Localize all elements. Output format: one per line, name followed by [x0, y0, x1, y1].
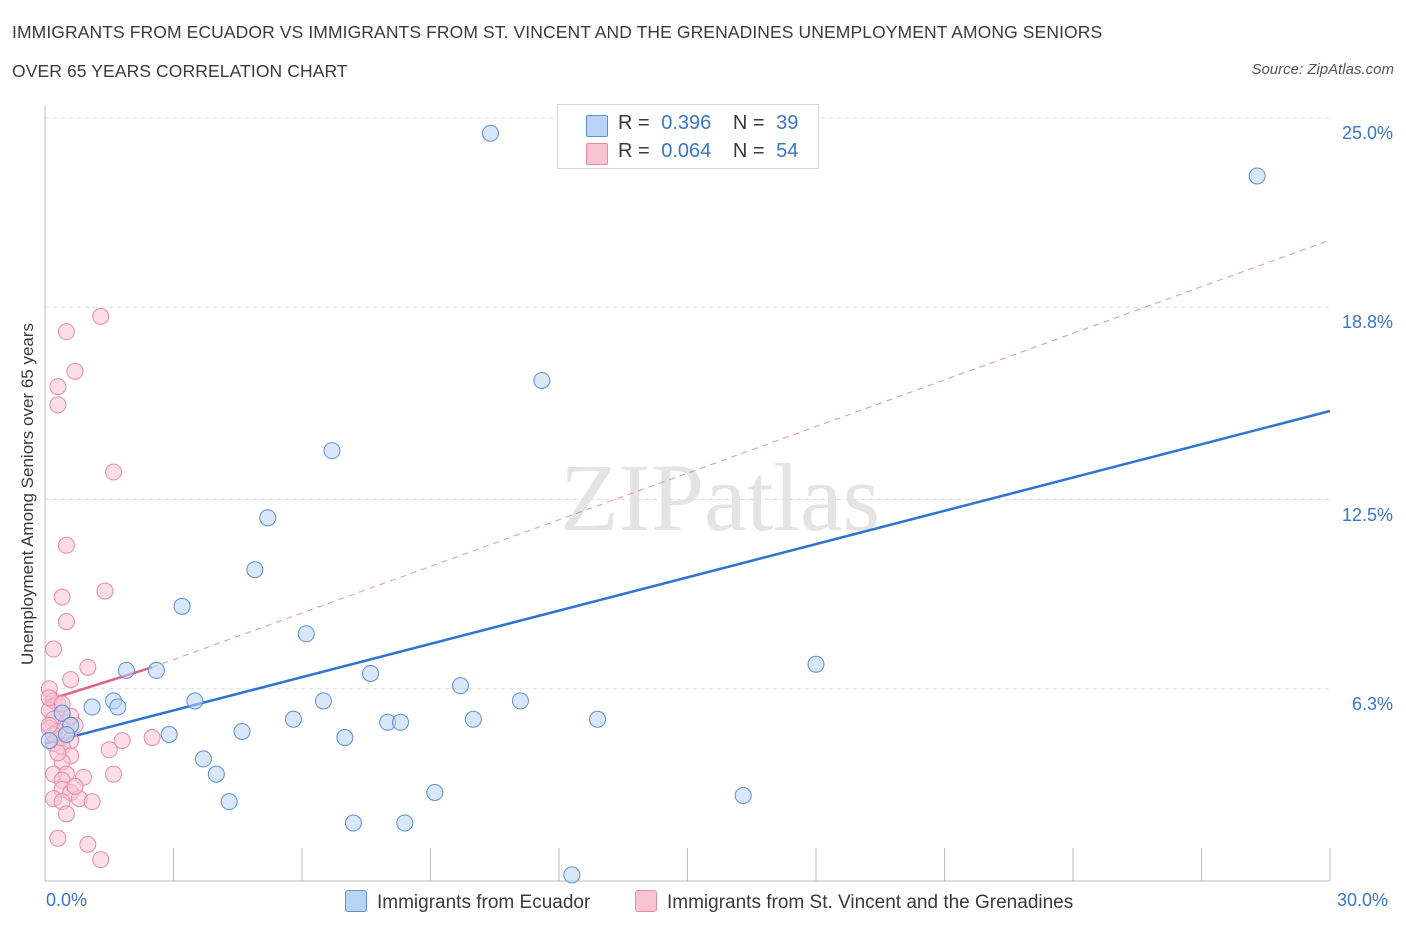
data-point-ecuador: [314, 692, 332, 710]
y-axis-title: Unemployment Among Seniors over 65 years: [18, 322, 37, 666]
data-point-ecuador: [194, 750, 212, 768]
data-point-st-vincent: [113, 732, 131, 750]
data-point-ecuador: [57, 726, 75, 744]
data-point-st-vincent: [57, 805, 75, 823]
data-point-st-vincent: [57, 323, 75, 341]
data-point-ecuador: [426, 783, 444, 801]
data-point-ecuador: [259, 509, 277, 527]
data-point-st-vincent: [92, 307, 110, 325]
data-point-st-vincent: [143, 729, 161, 747]
data-point-st-vincent: [66, 777, 84, 795]
data-point-ecuador: [464, 710, 482, 728]
data-point-ecuador: [344, 814, 362, 832]
data-point-ecuador: [511, 692, 529, 710]
data-point-ecuador: [207, 765, 225, 783]
legend-n-label: N =: [732, 140, 765, 162]
y-tick-label: 6.3%: [1351, 693, 1393, 714]
data-point-ecuador: [233, 722, 251, 740]
source-attribution: Source: ZipAtlas.com: [1251, 61, 1394, 78]
legend-swatch-blue: [345, 890, 367, 912]
legend-swatch-pink: [635, 890, 657, 912]
legend-r-value: 0.064: [661, 140, 712, 162]
x-max-label: 30.0%: [1337, 890, 1389, 910]
data-point-ecuador: [173, 597, 191, 615]
x-min-label: 0.0%: [46, 890, 88, 910]
watermark: ZIPatlas: [560, 444, 880, 551]
data-point-ecuador: [40, 732, 58, 750]
data-point-st-vincent: [79, 658, 97, 676]
chart-title-line2: OVER 65 YEARS CORRELATION CHART: [12, 61, 348, 81]
bottom-legend-st-vincent: Immigrants from St. Vincent and the Gren…: [635, 890, 1073, 914]
data-points: [40, 124, 1266, 884]
data-point-ecuador: [362, 664, 380, 682]
data-point-ecuador: [186, 692, 204, 710]
data-point-ecuador: [336, 729, 354, 747]
data-point-ecuador: [481, 124, 499, 142]
data-point-st-vincent: [83, 793, 101, 811]
bottom-legend-ecuador: Immigrants from Ecuador: [345, 890, 590, 914]
data-point-st-vincent: [53, 588, 71, 606]
legend-n-value: 54: [776, 140, 799, 162]
data-point-st-vincent: [79, 835, 97, 853]
data-point-ecuador: [147, 661, 165, 679]
legend-swatch-pink: [586, 143, 608, 165]
y-tick-label: 25.0%: [1341, 123, 1393, 143]
data-point-st-vincent: [49, 378, 67, 396]
data-point-ecuador: [323, 442, 341, 460]
data-point-st-vincent: [57, 613, 75, 631]
data-point-ecuador: [160, 726, 178, 744]
data-point-st-vincent: [92, 851, 110, 869]
correlation-legend: R = 0.396 N = 39 R = 0.064 N = 54: [557, 104, 819, 169]
data-point-ecuador: [53, 704, 71, 722]
axes: [44, 106, 1331, 882]
data-point-st-vincent: [49, 829, 67, 847]
legend-n-value: 39: [776, 112, 799, 134]
legend-swatch-blue: [586, 115, 608, 137]
data-point-ecuador: [589, 710, 607, 728]
data-point-ecuador: [246, 561, 264, 579]
data-point-st-vincent: [66, 362, 84, 380]
data-point-ecuador: [83, 698, 101, 716]
data-point-st-vincent: [62, 671, 80, 689]
data-point-st-vincent: [40, 716, 58, 734]
trend-line-ecuador: [44, 409, 1331, 745]
chart-title-line1: IMMIGRANTS FROM ECUADOR VS IMMIGRANTS FR…: [12, 22, 1103, 42]
data-point-st-vincent: [49, 396, 67, 414]
data-point-ecuador: [392, 713, 410, 731]
y-tick-label: 18.8%: [1341, 312, 1393, 333]
y-tick-label: 12.5%: [1341, 504, 1393, 525]
data-point-ecuador: [220, 793, 238, 811]
legend-r-label: R =: [618, 112, 650, 134]
data-point-ecuador: [109, 698, 127, 716]
data-point-ecuador: [396, 814, 414, 832]
legend-r-label: R =: [618, 140, 650, 162]
data-point-ecuador: [1248, 167, 1266, 185]
legend-r-value: 0.396: [661, 112, 712, 134]
data-point-st-vincent: [57, 536, 75, 554]
data-point-ecuador: [117, 661, 135, 679]
data-point-ecuador: [297, 625, 315, 643]
data-point-st-vincent: [105, 765, 123, 783]
data-point-ecuador: [807, 655, 825, 673]
data-point-st-vincent: [49, 744, 67, 762]
data-point-st-vincent: [100, 741, 118, 759]
data-point-ecuador: [533, 371, 551, 389]
data-point-ecuador: [563, 866, 581, 884]
data-point-ecuador: [451, 677, 469, 695]
legend-n-label: N =: [732, 112, 765, 134]
data-point-ecuador: [734, 787, 752, 805]
legend-label-st-vincent: Immigrants from St. Vincent and the Gren…: [667, 892, 1074, 913]
grid-lines: [45, 117, 1330, 690]
data-point-st-vincent: [96, 582, 114, 600]
data-point-st-vincent: [105, 463, 123, 481]
data-point-ecuador: [284, 710, 302, 728]
data-point-st-vincent: [45, 640, 63, 658]
legend-label-ecuador: Immigrants from Ecuador: [377, 892, 591, 913]
